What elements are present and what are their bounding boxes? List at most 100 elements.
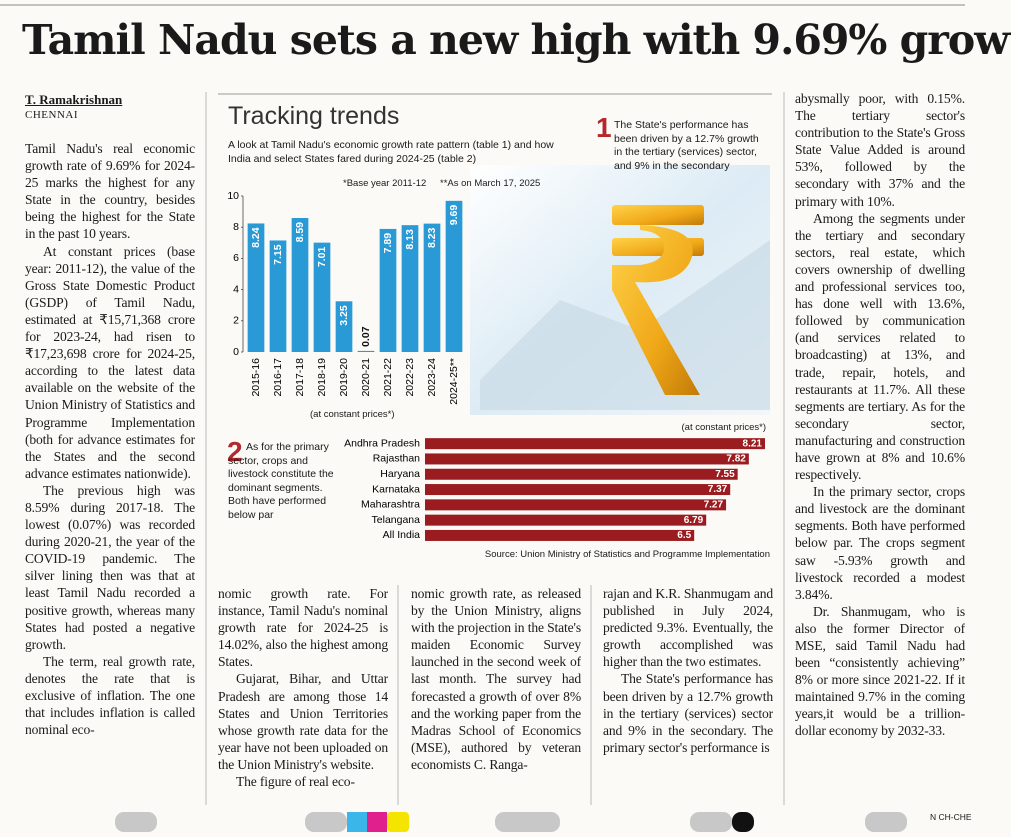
color-swatch — [367, 812, 387, 832]
bar — [357, 350, 375, 352]
bar — [247, 223, 265, 352]
x-tick-label: 2018-19 — [316, 358, 328, 397]
annotation-number: 2 — [227, 436, 243, 467]
value-label: 8.24 — [250, 227, 262, 248]
scroll-pill — [305, 812, 347, 832]
value-label: 7.82 — [726, 454, 746, 465]
x-tick-label: 2017-18 — [294, 358, 306, 397]
graphic-subtitle: A look at Tamil Nadu's economic growth r… — [228, 139, 554, 165]
scroll-pill — [115, 812, 157, 832]
source: Source: Union Ministry of Statistics and… — [484, 549, 770, 560]
bar — [313, 242, 331, 352]
page-controls — [115, 812, 907, 832]
paragraph: Gujarat, Bihar, and Uttar Pradesh are am… — [218, 671, 388, 772]
value-label: 7.89 — [382, 233, 394, 254]
bar — [425, 438, 765, 450]
rupee-body — [612, 225, 700, 395]
category-label: Rajasthan — [373, 453, 420, 465]
text-column: Tamil Nadu's real economic growth rate o… — [25, 140, 195, 800]
scroll-pill — [865, 812, 907, 832]
paragraph: nomic growth rate, as released by the Un… — [411, 586, 581, 772]
value-label: 6.79 — [684, 515, 704, 526]
paragraph: In the primary sector, crops and livesto… — [795, 484, 965, 602]
value-label: 8.13 — [404, 229, 416, 250]
bar — [401, 225, 419, 352]
bar — [425, 453, 749, 465]
y-tick-label: 8 — [233, 221, 239, 233]
category-label: Andhra Pradesh — [344, 437, 420, 449]
rupee-bar — [612, 205, 704, 225]
paragraph: The figure of real eco- — [236, 774, 355, 790]
bar — [335, 301, 353, 352]
author: T. Ramakrishnan — [25, 92, 123, 107]
rupee-illustration — [612, 205, 704, 395]
paragraph: rajan and K.R. Shanmugam and published i… — [603, 586, 773, 670]
paragraph: abysmally poor, with 0.15%. The tertiary… — [795, 91, 965, 209]
value-label: 7.27 — [704, 499, 724, 510]
bar — [425, 514, 707, 526]
scroll-pill — [690, 812, 732, 832]
annotation-text: As for the primary sector, crops and liv… — [228, 441, 334, 521]
value-label: 7.15 — [272, 244, 284, 265]
text-column: nomic growth rate. For instance, Tamil N… — [218, 585, 388, 803]
category-label: Maharashtra — [361, 499, 420, 511]
graphic-title: Tracking trends — [228, 102, 400, 130]
graphic-decoration — [480, 240, 770, 410]
page-code: N CH-CHE — [930, 812, 972, 822]
headline: Tamil Nadu sets a new high with 9.69% gr… — [22, 16, 1011, 64]
paragraph: nomic growth rate. For instance, Tamil N… — [218, 586, 388, 670]
scroll-pill — [732, 812, 754, 832]
y-tick-label: 10 — [227, 190, 239, 202]
value-label: 9.69 — [448, 205, 460, 226]
value-label: 7.37 — [708, 484, 728, 495]
y-tick-label: 6 — [233, 252, 239, 264]
bar — [423, 223, 441, 352]
graphic-note: *Base year 2011-12 — [343, 178, 427, 189]
value-label: 0.07 — [360, 326, 372, 347]
paragraph: Tamil Nadu's real economic growth rate o… — [25, 141, 195, 242]
x-axis-label: (at constant prices*) — [310, 409, 395, 420]
graphic-note: **As on March 17, 2025 — [440, 178, 541, 189]
x-tick-label: 2020-21 — [360, 358, 372, 397]
category-label: Telangana — [372, 514, 421, 526]
paragraph: The term, real growth rate, denotes the … — [25, 653, 195, 738]
bar — [425, 499, 727, 511]
category-label: All India — [383, 529, 421, 541]
bar — [291, 217, 309, 352]
x-tick-label: 2024-25** — [448, 358, 460, 405]
paragraph: The previous high was 8.59% during 2017-… — [25, 482, 195, 652]
y-tick-label: 0 — [233, 346, 239, 358]
charts: 0 2 4 6 8 10 8.24 2015-16 7.15 2016-17 8.59 2017-18… — [227, 190, 765, 541]
scroll-pill — [495, 812, 560, 832]
chart-note: (at constant prices*) — [681, 422, 766, 433]
bar — [445, 200, 463, 352]
bar — [425, 468, 738, 480]
color-swatch — [347, 812, 367, 832]
value-label: 8.23 — [426, 227, 438, 248]
bar — [379, 228, 397, 352]
bar — [425, 529, 695, 541]
text-column: rajan and K.R. Shanmugam and published i… — [603, 585, 773, 803]
paragraph: Among the segments under the tertiary an… — [795, 210, 965, 483]
x-tick-label: 2019-20 — [338, 358, 350, 397]
x-tick-label: 2023-24 — [426, 358, 438, 397]
color-swatch — [387, 812, 409, 832]
location: CHENNAI — [25, 109, 78, 121]
bar — [269, 240, 287, 352]
paragraph: Dr. Shanmugam, who is also the former Di… — [795, 603, 965, 739]
value-label: 6.5 — [677, 530, 691, 541]
y-tick-label: 4 — [233, 283, 239, 295]
x-tick-label: 2021-22 — [382, 358, 394, 397]
category-label: Karnataka — [372, 483, 420, 495]
value-label: 8.59 — [294, 222, 306, 243]
text-column: nomic growth rate, as released by the Un… — [411, 585, 581, 803]
bar — [425, 484, 731, 496]
category-label: Haryana — [380, 468, 420, 480]
text-column: abysmally poor, with 0.15%. The tertiary… — [795, 90, 965, 802]
annotation-number: 1 — [596, 112, 612, 143]
x-tick-label: 2022-23 — [404, 358, 416, 397]
value-label: 8.21 — [743, 438, 763, 449]
y-tick-label: 2 — [233, 315, 239, 327]
x-tick-label: 2016-17 — [272, 358, 284, 397]
